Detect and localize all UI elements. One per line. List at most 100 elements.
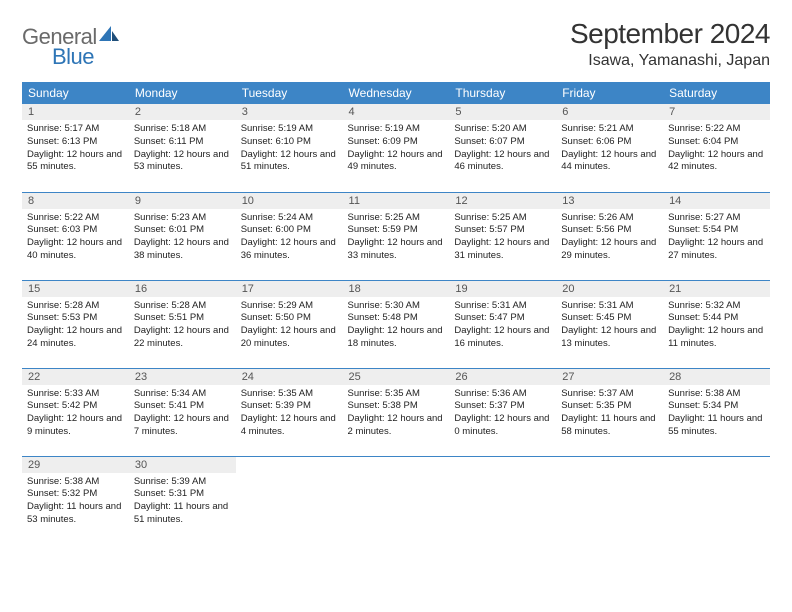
day-details: Sunrise: 5:32 AMSunset: 5:44 PMDaylight:… (663, 297, 770, 355)
month-title: September 2024 (570, 18, 770, 50)
calendar-day-cell: 14Sunrise: 5:27 AMSunset: 5:54 PMDayligh… (663, 192, 770, 280)
day-details: Sunrise: 5:26 AMSunset: 5:56 PMDaylight:… (556, 209, 663, 267)
calendar-day-cell: 20Sunrise: 5:31 AMSunset: 5:45 PMDayligh… (556, 280, 663, 368)
calendar-day-cell (343, 456, 450, 544)
weekday-header: Tuesday (236, 82, 343, 104)
day-number: 2 (129, 104, 236, 120)
day-details: Sunrise: 5:24 AMSunset: 6:00 PMDaylight:… (236, 209, 343, 267)
day-number: 10 (236, 193, 343, 209)
day-details: Sunrise: 5:31 AMSunset: 5:45 PMDaylight:… (556, 297, 663, 355)
day-details: Sunrise: 5:31 AMSunset: 5:47 PMDaylight:… (449, 297, 556, 355)
calendar-day-cell: 22Sunrise: 5:33 AMSunset: 5:42 PMDayligh… (22, 368, 129, 456)
calendar-day-cell (663, 456, 770, 544)
day-number: 21 (663, 281, 770, 297)
calendar-week-row: 29Sunrise: 5:38 AMSunset: 5:32 PMDayligh… (22, 456, 770, 544)
day-number: 11 (343, 193, 450, 209)
day-number: 3 (236, 104, 343, 120)
calendar-day-cell (236, 456, 343, 544)
day-details: Sunrise: 5:25 AMSunset: 5:57 PMDaylight:… (449, 209, 556, 267)
calendar-week-row: 22Sunrise: 5:33 AMSunset: 5:42 PMDayligh… (22, 368, 770, 456)
day-details: Sunrise: 5:36 AMSunset: 5:37 PMDaylight:… (449, 385, 556, 443)
day-details: Sunrise: 5:35 AMSunset: 5:38 PMDaylight:… (343, 385, 450, 443)
calendar-day-cell: 8Sunrise: 5:22 AMSunset: 6:03 PMDaylight… (22, 192, 129, 280)
day-details: Sunrise: 5:39 AMSunset: 5:31 PMDaylight:… (129, 473, 236, 531)
day-details: Sunrise: 5:18 AMSunset: 6:11 PMDaylight:… (129, 120, 236, 178)
day-details: Sunrise: 5:19 AMSunset: 6:10 PMDaylight:… (236, 120, 343, 178)
day-number: 23 (129, 369, 236, 385)
day-number: 9 (129, 193, 236, 209)
day-number: 4 (343, 104, 450, 120)
calendar-day-cell: 1Sunrise: 5:17 AMSunset: 6:13 PMDaylight… (22, 104, 129, 192)
calendar-week-row: 15Sunrise: 5:28 AMSunset: 5:53 PMDayligh… (22, 280, 770, 368)
day-details: Sunrise: 5:22 AMSunset: 6:04 PMDaylight:… (663, 120, 770, 178)
weekday-header: Friday (556, 82, 663, 104)
day-details: Sunrise: 5:27 AMSunset: 5:54 PMDaylight:… (663, 209, 770, 267)
location: Isawa, Yamanashi, Japan (570, 52, 770, 70)
calendar-day-cell: 2Sunrise: 5:18 AMSunset: 6:11 PMDaylight… (129, 104, 236, 192)
day-number: 24 (236, 369, 343, 385)
calendar-day-cell: 5Sunrise: 5:20 AMSunset: 6:07 PMDaylight… (449, 104, 556, 192)
day-number: 16 (129, 281, 236, 297)
day-details: Sunrise: 5:30 AMSunset: 5:48 PMDaylight:… (343, 297, 450, 355)
day-number: 14 (663, 193, 770, 209)
day-details: Sunrise: 5:25 AMSunset: 5:59 PMDaylight:… (343, 209, 450, 267)
calendar-day-cell (556, 456, 663, 544)
calendar-grid: Sunday Monday Tuesday Wednesday Thursday… (22, 82, 770, 544)
calendar-day-cell: 21Sunrise: 5:32 AMSunset: 5:44 PMDayligh… (663, 280, 770, 368)
calendar-day-cell: 16Sunrise: 5:28 AMSunset: 5:51 PMDayligh… (129, 280, 236, 368)
calendar-day-cell: 27Sunrise: 5:37 AMSunset: 5:35 PMDayligh… (556, 368, 663, 456)
day-number: 19 (449, 281, 556, 297)
calendar-day-cell: 25Sunrise: 5:35 AMSunset: 5:38 PMDayligh… (343, 368, 450, 456)
calendar-day-cell: 26Sunrise: 5:36 AMSunset: 5:37 PMDayligh… (449, 368, 556, 456)
day-details: Sunrise: 5:38 AMSunset: 5:34 PMDaylight:… (663, 385, 770, 443)
day-details: Sunrise: 5:17 AMSunset: 6:13 PMDaylight:… (22, 120, 129, 178)
calendar-day-cell: 23Sunrise: 5:34 AMSunset: 5:41 PMDayligh… (129, 368, 236, 456)
calendar-day-cell (449, 456, 556, 544)
brand-sail-icon (99, 26, 121, 49)
calendar-day-cell: 6Sunrise: 5:21 AMSunset: 6:06 PMDaylight… (556, 104, 663, 192)
weekday-header: Wednesday (343, 82, 450, 104)
calendar-page: GeneralBlue September 2024 Isawa, Yamana… (0, 0, 792, 562)
brand-logo: GeneralBlue (22, 18, 121, 70)
day-details: Sunrise: 5:22 AMSunset: 6:03 PMDaylight:… (22, 209, 129, 267)
calendar-day-cell: 17Sunrise: 5:29 AMSunset: 5:50 PMDayligh… (236, 280, 343, 368)
calendar-day-cell: 3Sunrise: 5:19 AMSunset: 6:10 PMDaylight… (236, 104, 343, 192)
day-number: 7 (663, 104, 770, 120)
day-details: Sunrise: 5:23 AMSunset: 6:01 PMDaylight:… (129, 209, 236, 267)
calendar-day-cell: 11Sunrise: 5:25 AMSunset: 5:59 PMDayligh… (343, 192, 450, 280)
calendar-day-cell: 30Sunrise: 5:39 AMSunset: 5:31 PMDayligh… (129, 456, 236, 544)
calendar-day-cell: 15Sunrise: 5:28 AMSunset: 5:53 PMDayligh… (22, 280, 129, 368)
calendar-day-cell: 7Sunrise: 5:22 AMSunset: 6:04 PMDaylight… (663, 104, 770, 192)
day-number: 8 (22, 193, 129, 209)
calendar-day-cell: 10Sunrise: 5:24 AMSunset: 6:00 PMDayligh… (236, 192, 343, 280)
weekday-header-row: Sunday Monday Tuesday Wednesday Thursday… (22, 82, 770, 104)
calendar-day-cell: 19Sunrise: 5:31 AMSunset: 5:47 PMDayligh… (449, 280, 556, 368)
day-number: 22 (22, 369, 129, 385)
calendar-day-cell: 4Sunrise: 5:19 AMSunset: 6:09 PMDaylight… (343, 104, 450, 192)
day-details: Sunrise: 5:21 AMSunset: 6:06 PMDaylight:… (556, 120, 663, 178)
day-number: 28 (663, 369, 770, 385)
calendar-day-cell: 18Sunrise: 5:30 AMSunset: 5:48 PMDayligh… (343, 280, 450, 368)
day-details: Sunrise: 5:33 AMSunset: 5:42 PMDaylight:… (22, 385, 129, 443)
day-details: Sunrise: 5:20 AMSunset: 6:07 PMDaylight:… (449, 120, 556, 178)
day-details: Sunrise: 5:19 AMSunset: 6:09 PMDaylight:… (343, 120, 450, 178)
day-number: 17 (236, 281, 343, 297)
day-details: Sunrise: 5:28 AMSunset: 5:53 PMDaylight:… (22, 297, 129, 355)
day-details: Sunrise: 5:35 AMSunset: 5:39 PMDaylight:… (236, 385, 343, 443)
day-number: 15 (22, 281, 129, 297)
day-number: 13 (556, 193, 663, 209)
weekday-header: Monday (129, 82, 236, 104)
day-details: Sunrise: 5:29 AMSunset: 5:50 PMDaylight:… (236, 297, 343, 355)
weekday-header: Saturday (663, 82, 770, 104)
calendar-day-cell: 24Sunrise: 5:35 AMSunset: 5:39 PMDayligh… (236, 368, 343, 456)
header: GeneralBlue September 2024 Isawa, Yamana… (22, 18, 770, 70)
calendar-day-cell: 12Sunrise: 5:25 AMSunset: 5:57 PMDayligh… (449, 192, 556, 280)
weekday-header: Thursday (449, 82, 556, 104)
calendar-day-cell: 29Sunrise: 5:38 AMSunset: 5:32 PMDayligh… (22, 456, 129, 544)
day-details: Sunrise: 5:28 AMSunset: 5:51 PMDaylight:… (129, 297, 236, 355)
title-block: September 2024 Isawa, Yamanashi, Japan (570, 18, 770, 70)
day-details: Sunrise: 5:38 AMSunset: 5:32 PMDaylight:… (22, 473, 129, 531)
day-number: 20 (556, 281, 663, 297)
day-number: 1 (22, 104, 129, 120)
day-number: 25 (343, 369, 450, 385)
